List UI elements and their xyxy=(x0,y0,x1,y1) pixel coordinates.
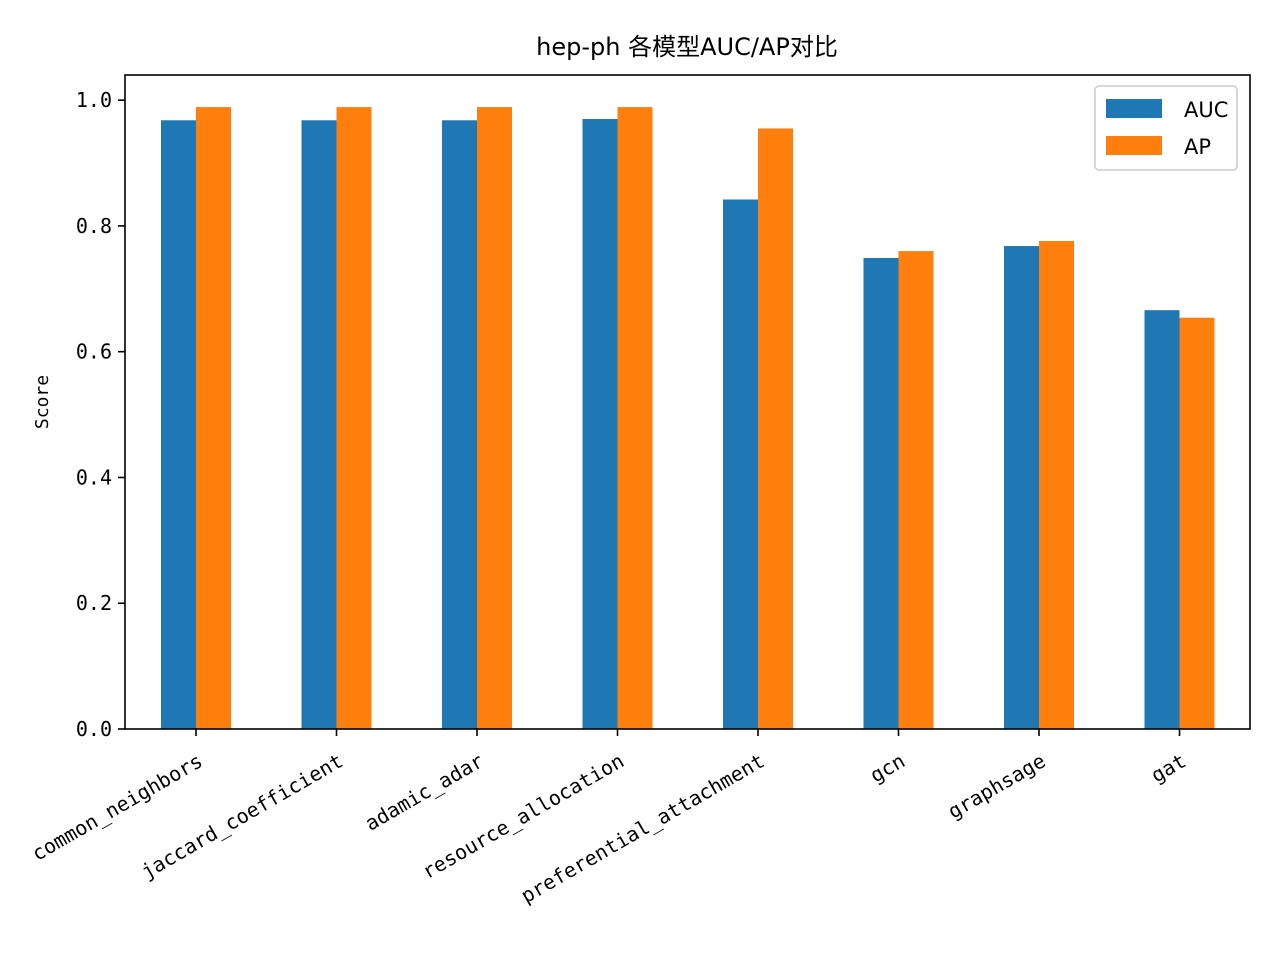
chart-title: hep-ph 各模型AUC/AP对比 xyxy=(536,33,838,61)
legend: AUC AP xyxy=(1094,85,1238,171)
legend-swatch-auc xyxy=(1106,99,1162,118)
x-tick-label-gat: gat xyxy=(1147,749,1190,788)
legend-swatch-ap xyxy=(1106,136,1162,155)
bar-ap-graphsage xyxy=(1039,241,1074,729)
bar-ap-gat xyxy=(1179,317,1215,729)
bar-ap-adamic_adar xyxy=(477,107,512,729)
bar-ap-preferential_attachment xyxy=(758,128,793,730)
bar-ap-jaccard_coefficient xyxy=(336,107,372,729)
bar-auc-gat xyxy=(1144,310,1180,729)
bar-ap-gcn xyxy=(898,251,934,730)
y-axis-label: Score xyxy=(32,375,53,429)
x-tick-label-preferential_attachment: preferential_attachment xyxy=(517,749,769,908)
y-tick-label: 0.4 xyxy=(76,465,112,489)
bar-auc-preferential_attachment xyxy=(723,199,758,729)
bar-ap-common_neighbors xyxy=(196,107,231,729)
bar-auc-jaccard_coefficient xyxy=(301,120,337,730)
bar-auc-gcn xyxy=(863,257,899,729)
bar-ap-resource_allocation xyxy=(617,107,653,729)
y-tick-label: 0.0 xyxy=(76,717,112,741)
x-tick-label-adamic_adar: adamic_adar xyxy=(361,749,488,836)
y-tick-label: 1.0 xyxy=(76,88,112,112)
bar-auc-resource_allocation xyxy=(582,119,618,730)
bar-auc-common_neighbors xyxy=(161,120,196,730)
x-tick-label-gcn: gcn xyxy=(866,749,909,788)
y-tick-label: 0.6 xyxy=(76,340,112,364)
legend-label-auc: AUC xyxy=(1184,98,1228,122)
legend-label-ap: AP xyxy=(1184,135,1211,159)
y-tick-label: 0.2 xyxy=(76,591,112,615)
y-tick-label: 0.8 xyxy=(76,214,112,238)
bar-auc-graphsage xyxy=(1004,246,1039,730)
bars-group xyxy=(161,107,1215,730)
plot-frame xyxy=(124,74,1251,730)
bar-auc-adamic_adar xyxy=(442,120,477,730)
x-tick-label-graphsage: graphsage xyxy=(944,749,1050,824)
y-axis: 0.0 0.2 0.4 0.6 0.8 1.0 xyxy=(76,88,125,741)
